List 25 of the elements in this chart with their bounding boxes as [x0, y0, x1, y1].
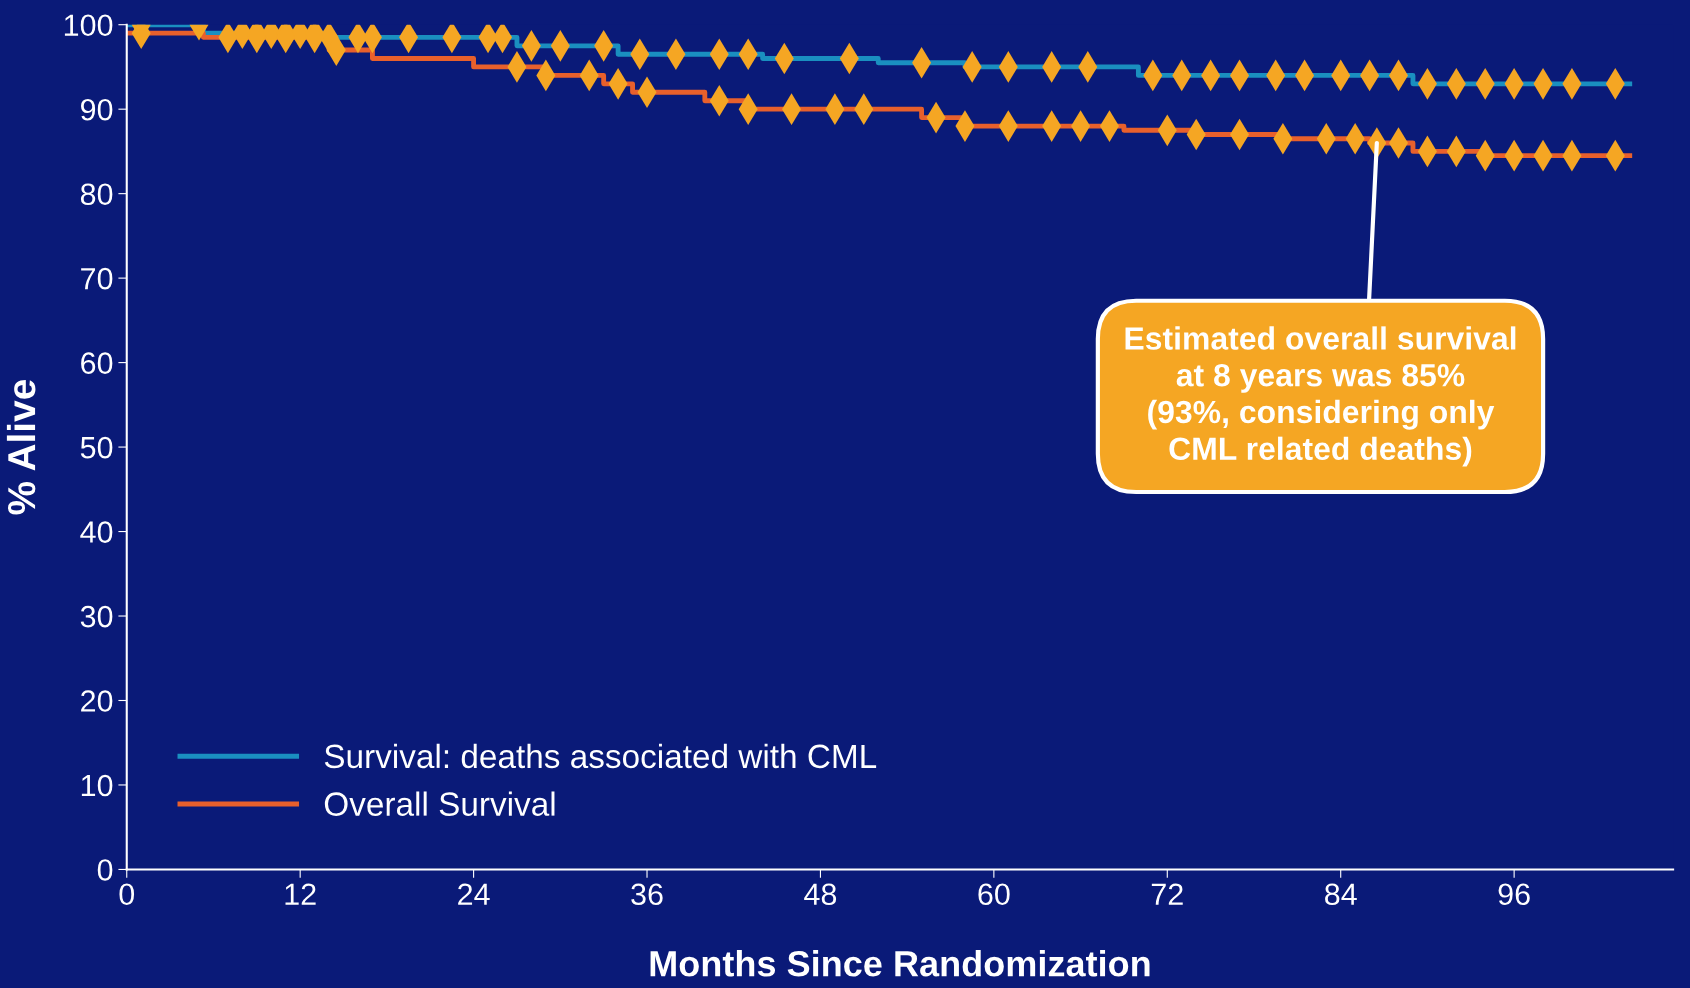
annotation: Estimated overall survival at 8 years was 85% (93%, considering only CML related deaths) [1125, 326, 1516, 467]
y-tick-label: 0 [97, 859, 113, 881]
x-tick-label: 84 [1325, 883, 1357, 906]
x-tick-label: 0 [119, 883, 135, 906]
y-tick-label: 30 [80, 605, 113, 628]
x-tick-label: 72 [1151, 883, 1183, 905]
y-tick-label: 20 [81, 690, 113, 712]
legend-label: Survival: deaths associated with CML [324, 743, 877, 769]
y-axis-title: % Alive [6, 379, 36, 515]
x-axis-title: Months Since Randomization [650, 950, 1150, 977]
legend-label: Overall Survival [324, 791, 555, 816]
x-tick-label: 60 [978, 883, 1010, 906]
y-tick-label: 100 [64, 14, 113, 37]
y-tick-label: 40 [80, 521, 113, 543]
x-tick-label: 24 [458, 883, 490, 905]
y-tick-label: 90 [81, 98, 113, 121]
x-tick-label: 36 [631, 883, 663, 906]
y-tick-label: 10 [81, 774, 113, 797]
y-tick-label: 80 [80, 183, 113, 206]
x-tick-label: 12 [285, 883, 316, 905]
y-tick-label: 50 [80, 436, 113, 459]
x-tick-label: 96 [1498, 883, 1530, 906]
y-tick-label: 70 [81, 267, 113, 290]
y-tick-label: 60 [81, 352, 113, 374]
x-tick-label: 48 [804, 883, 837, 906]
